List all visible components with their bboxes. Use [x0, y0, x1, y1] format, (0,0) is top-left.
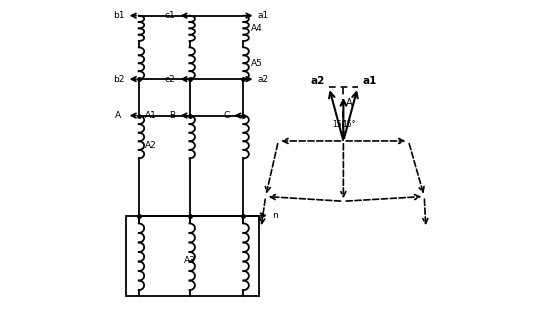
Text: A2: A2	[145, 141, 157, 150]
Text: A: A	[115, 111, 121, 120]
Text: A3: A3	[183, 255, 195, 265]
Text: A4: A4	[250, 24, 262, 33]
Text: c2: c2	[165, 75, 176, 84]
Text: B: B	[169, 111, 176, 120]
Text: 15°: 15°	[342, 120, 356, 129]
Text: A1: A1	[145, 111, 157, 120]
Text: b2: b2	[114, 75, 125, 84]
Text: C: C	[223, 111, 230, 120]
Bar	[126, 215, 259, 296]
Text: b1: b1	[113, 11, 125, 20]
Text: n: n	[271, 211, 277, 220]
Text: a2: a2	[311, 76, 325, 86]
Text: a1: a1	[257, 11, 269, 20]
Text: A: A	[346, 98, 353, 108]
Text: 15°: 15°	[332, 120, 346, 129]
Text: a2: a2	[257, 75, 269, 84]
Text: a1: a1	[362, 76, 377, 86]
Text: c1: c1	[165, 11, 176, 20]
Text: A5: A5	[250, 59, 262, 68]
